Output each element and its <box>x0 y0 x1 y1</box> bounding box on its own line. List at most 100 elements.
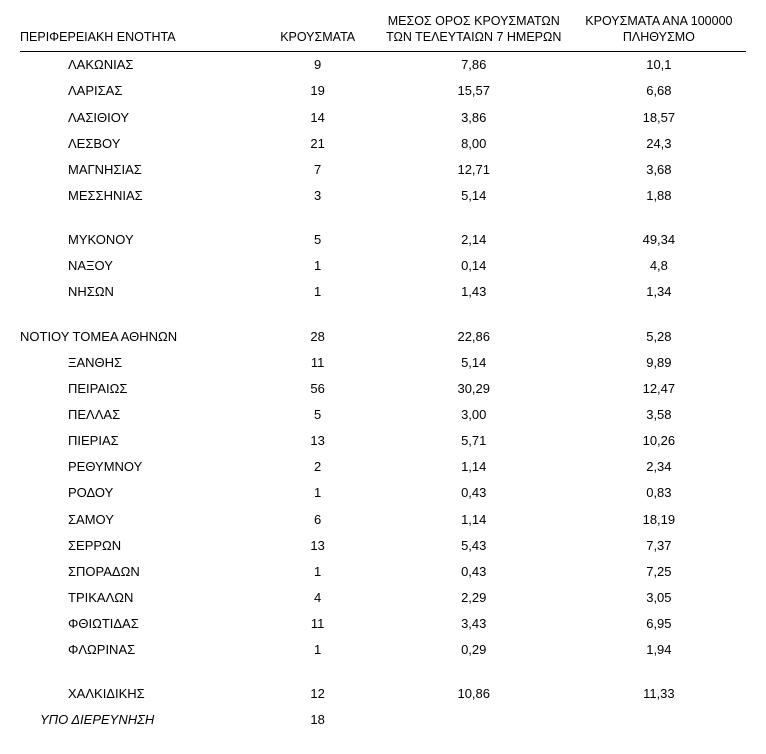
cell-avg7: 3,43 <box>376 611 572 637</box>
cell-cases: 12 <box>260 681 376 707</box>
table-row: ΜΑΓΝΗΣΙΑΣ712,713,68 <box>20 157 746 183</box>
cell-cases: 6 <box>260 507 376 533</box>
cell-avg7: 0,29 <box>376 637 572 663</box>
cell-cases: 7 <box>260 157 376 183</box>
cell-cases: 4 <box>260 585 376 611</box>
cell-avg7: 3,00 <box>376 402 572 428</box>
table-row: ΤΡΙΚΑΛΩΝ42,293,05 <box>20 585 746 611</box>
cell-per100k: 6,68 <box>572 78 746 104</box>
cell-region: ΣΠΟΡΑΔΩΝ <box>20 559 260 585</box>
cell-per100k: 9,89 <box>572 350 746 376</box>
cell-region: ΣΕΡΡΩΝ <box>20 533 260 559</box>
cell-per100k: 1,94 <box>572 637 746 663</box>
cell-per100k: 2,34 <box>572 454 746 480</box>
cell-cases: 13 <box>260 533 376 559</box>
cell-avg7: 15,57 <box>376 78 572 104</box>
table-row: ΦΛΩΡΙΝΑΣ10,291,94 <box>20 637 746 663</box>
cell-region: ΛΑΚΩΝΙΑΣ <box>20 52 260 79</box>
cell-region: ΤΡΙΚΑΛΩΝ <box>20 585 260 611</box>
table-row: ΠΕΙΡΑΙΩΣ5630,2912,47 <box>20 376 746 402</box>
cell-per100k: 18,57 <box>572 105 746 131</box>
cell-avg7: 0,14 <box>376 253 572 279</box>
cell-avg7: 8,00 <box>376 131 572 157</box>
cell-region: ΣΑΜΟΥ <box>20 507 260 533</box>
table-row: ΜΥΚΟΝΟΥ52,1449,34 <box>20 227 746 253</box>
cell-region: ΛΑΣΙΘΙΟΥ <box>20 105 260 131</box>
cell-cases: 1 <box>260 637 376 663</box>
cell-cases: 3 <box>260 183 376 209</box>
cell-cases: 19 <box>260 78 376 104</box>
cell-region: ΜΥΚΟΝΟΥ <box>20 227 260 253</box>
cell-per100k: 7,25 <box>572 559 746 585</box>
cell-avg7: 5,14 <box>376 350 572 376</box>
table-row: ΥΠΟ ΔΙΕΡΕΥΝΗΣΗ18 <box>20 707 746 733</box>
cell-cases: 5 <box>260 402 376 428</box>
cell-per100k <box>572 707 746 733</box>
cell-avg7: 12,71 <box>376 157 572 183</box>
cell-avg7: 0,43 <box>376 559 572 585</box>
cell-cases: 1 <box>260 279 376 305</box>
cell-avg7 <box>376 707 572 733</box>
cell-per100k: 18,19 <box>572 507 746 533</box>
cell-cases: 1 <box>260 480 376 506</box>
table-row: ΛΑΡΙΣΑΣ1915,576,68 <box>20 78 746 104</box>
cell-per100k: 24,3 <box>572 131 746 157</box>
spacer-row <box>20 306 746 324</box>
table-row: ΛΑΣΙΘΙΟΥ143,8618,57 <box>20 105 746 131</box>
cell-cases: 21 <box>260 131 376 157</box>
cell-region: ΝΟΤΙΟΥ ΤΟΜΕΑ ΑΘΗΝΩΝ <box>20 324 260 350</box>
cell-region: ΛΕΣΒΟΥ <box>20 131 260 157</box>
cell-per100k: 4,8 <box>572 253 746 279</box>
table-row: ΠΕΛΛΑΣ53,003,58 <box>20 402 746 428</box>
table-row: ΝΑΞΟΥ10,144,8 <box>20 253 746 279</box>
cell-per100k: 1,34 <box>572 279 746 305</box>
cell-avg7: 1,14 <box>376 507 572 533</box>
table-row: ΝΗΣΩΝ11,431,34 <box>20 279 746 305</box>
cell-per100k: 7,37 <box>572 533 746 559</box>
cell-per100k: 10,26 <box>572 428 746 454</box>
table-row: ΧΑΛΚΙΔΙΚΗΣ1210,8611,33 <box>20 681 746 707</box>
table-row: ΡΕΘΥΜΝΟΥ21,142,34 <box>20 454 746 480</box>
spacer-row <box>20 209 746 227</box>
cell-region: ΦΛΩΡΙΝΑΣ <box>20 637 260 663</box>
cell-per100k: 49,34 <box>572 227 746 253</box>
cell-region: ΜΕΣΣΗΝΙΑΣ <box>20 183 260 209</box>
cell-region: ΞΑΝΘΗΣ <box>20 350 260 376</box>
cell-avg7: 30,29 <box>376 376 572 402</box>
cell-cases: 9 <box>260 52 376 79</box>
cell-per100k: 10,1 <box>572 52 746 79</box>
cell-avg7: 10,86 <box>376 681 572 707</box>
cell-per100k: 6,95 <box>572 611 746 637</box>
cell-avg7: 1,43 <box>376 279 572 305</box>
col-header-avg7: ΜΕΣΟΣ ΟΡΟΣ ΚΡΟΥΣΜΑΤΩΝ ΤΩΝ ΤΕΛΕΥΤΑΙΩΝ 7 Η… <box>376 12 572 52</box>
cell-avg7: 22,86 <box>376 324 572 350</box>
cell-region: ΠΕΛΛΑΣ <box>20 402 260 428</box>
table-row: ΦΘΙΩΤΙΔΑΣ113,436,95 <box>20 611 746 637</box>
cell-avg7: 3,86 <box>376 105 572 131</box>
cell-cases: 56 <box>260 376 376 402</box>
cell-cases: 11 <box>260 611 376 637</box>
cell-per100k: 1,88 <box>572 183 746 209</box>
cell-avg7: 5,14 <box>376 183 572 209</box>
col-header-per100k: ΚΡΟΥΣΜΑΤΑ ΑΝΑ 100000 ΠΛΗΘΥΣΜΟ <box>572 12 746 52</box>
table-row: ΣΑΜΟΥ61,1418,19 <box>20 507 746 533</box>
cell-avg7: 5,71 <box>376 428 572 454</box>
spacer-row <box>20 663 746 681</box>
cell-region: ΠΕΙΡΑΙΩΣ <box>20 376 260 402</box>
cell-avg7: 5,43 <box>376 533 572 559</box>
table-row: ΝΟΤΙΟΥ ΤΟΜΕΑ ΑΘΗΝΩΝ2822,865,28 <box>20 324 746 350</box>
cell-cases: 1 <box>260 253 376 279</box>
cell-avg7: 2,14 <box>376 227 572 253</box>
cell-region: ΜΑΓΝΗΣΙΑΣ <box>20 157 260 183</box>
cell-per100k: 11,33 <box>572 681 746 707</box>
table-header-row: ΠΕΡΙΦΕΡΕΙΑΚΗ ΕΝΟΤΗΤΑ ΚΡΟΥΣΜΑΤΑ ΜΕΣΟΣ ΟΡΟ… <box>20 12 746 52</box>
cell-per100k: 3,58 <box>572 402 746 428</box>
cell-cases: 5 <box>260 227 376 253</box>
cell-per100k: 5,28 <box>572 324 746 350</box>
table-row: ΜΕΣΣΗΝΙΑΣ35,141,88 <box>20 183 746 209</box>
col-header-cases: ΚΡΟΥΣΜΑΤΑ <box>260 12 376 52</box>
cell-region: ΦΘΙΩΤΙΔΑΣ <box>20 611 260 637</box>
table-row: ΣΕΡΡΩΝ135,437,37 <box>20 533 746 559</box>
cell-per100k: 3,68 <box>572 157 746 183</box>
cell-avg7: 0,43 <box>376 480 572 506</box>
